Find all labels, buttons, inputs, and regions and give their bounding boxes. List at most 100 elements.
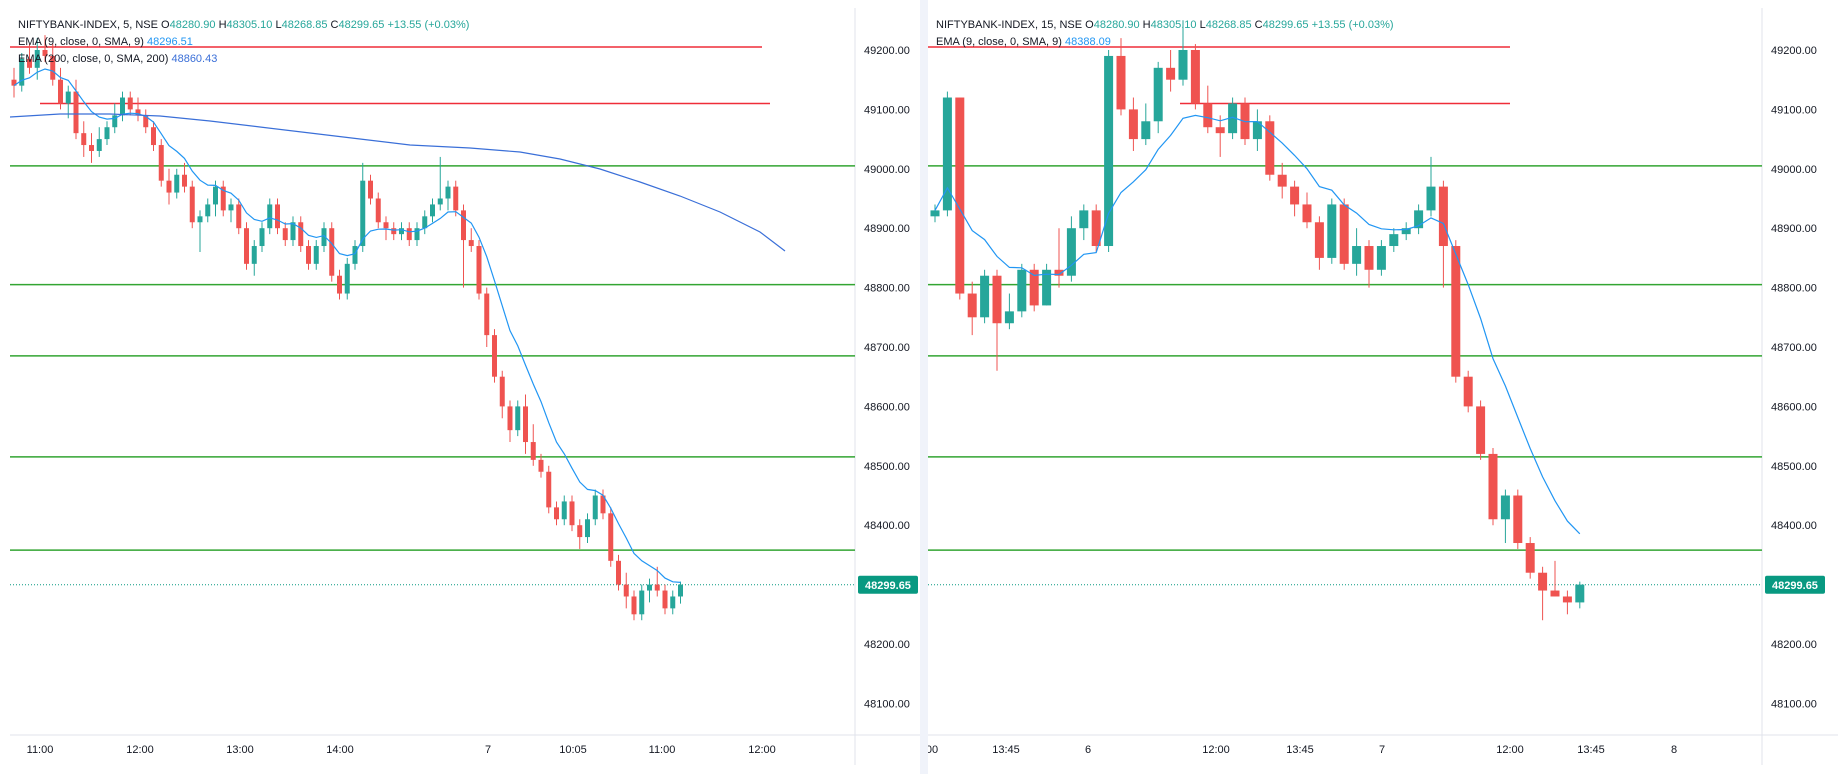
- candle[interactable]: [1265, 115, 1275, 181]
- candle[interactable]: [135, 97, 141, 122]
- candle[interactable]: [58, 67, 63, 110]
- ema-200-line[interactable]: [9, 113, 786, 252]
- candle[interactable]: [50, 44, 56, 86]
- candle[interactable]: [1141, 103, 1151, 146]
- candle[interactable]: [468, 228, 474, 252]
- candle[interactable]: [1414, 204, 1424, 235]
- candle[interactable]: [127, 91, 133, 116]
- candle[interactable]: [1203, 85, 1213, 134]
- candle[interactable]: [530, 424, 536, 466]
- candle[interactable]: [298, 216, 304, 252]
- candle[interactable]: [616, 554, 621, 591]
- candle[interactable]: [344, 257, 350, 300]
- candle[interactable]: [1178, 20, 1188, 86]
- candle[interactable]: [1054, 228, 1064, 288]
- candle[interactable]: [151, 121, 156, 151]
- ema-9-line[interactable]: [13, 68, 681, 583]
- candle[interactable]: [329, 222, 335, 282]
- candle[interactable]: [967, 281, 977, 336]
- candle[interactable]: [492, 329, 497, 383]
- candle[interactable]: [1190, 44, 1200, 110]
- candle[interactable]: [654, 566, 660, 597]
- candle[interactable]: [499, 370, 505, 419]
- legend-ema-line[interactable]: EMA (9, close, 0, SMA, 9) 48296.51: [18, 36, 193, 48]
- candle[interactable]: [1290, 180, 1300, 217]
- candle[interactable]: [631, 590, 637, 621]
- candle[interactable]: [1128, 97, 1138, 151]
- candle[interactable]: [275, 198, 280, 235]
- candle[interactable]: [383, 216, 389, 241]
- candle[interactable]: [515, 400, 521, 437]
- candle[interactable]: [1066, 216, 1076, 282]
- candle[interactable]: [1042, 263, 1052, 306]
- candle[interactable]: [1228, 97, 1238, 140]
- candle[interactable]: [42, 35, 48, 62]
- candle[interactable]: [1401, 222, 1411, 241]
- candle[interactable]: [197, 210, 203, 252]
- candle[interactable]: [290, 216, 296, 247]
- ema-9-line[interactable]: [934, 114, 1581, 535]
- candle[interactable]: [484, 287, 490, 347]
- candle[interactable]: [65, 85, 71, 119]
- candle[interactable]: [585, 513, 590, 544]
- candle[interactable]: [1215, 115, 1225, 157]
- candle[interactable]: [678, 581, 683, 604]
- candle[interactable]: [228, 198, 234, 223]
- candle[interactable]: [461, 204, 466, 288]
- candle[interactable]: [1314, 216, 1324, 270]
- candle[interactable]: [1538, 566, 1548, 621]
- candle[interactable]: [1339, 198, 1349, 270]
- candle[interactable]: [27, 44, 32, 74]
- candle[interactable]: [453, 180, 459, 217]
- candle[interactable]: [375, 192, 381, 229]
- candle[interactable]: [1104, 50, 1114, 252]
- candle[interactable]: [81, 121, 87, 157]
- candle[interactable]: [1550, 560, 1560, 597]
- candle[interactable]: [414, 222, 420, 247]
- candle[interactable]: [1426, 156, 1436, 217]
- candle[interactable]: [166, 168, 172, 205]
- candle[interactable]: [96, 127, 102, 157]
- candle[interactable]: [538, 453, 544, 478]
- candle[interactable]: [1488, 447, 1498, 526]
- candle[interactable]: [437, 156, 443, 211]
- candle[interactable]: [942, 91, 952, 217]
- candle[interactable]: [19, 52, 25, 92]
- candle[interactable]: [1302, 192, 1312, 229]
- candle[interactable]: [236, 198, 242, 235]
- legend-ema-line[interactable]: EMA (200, close, 0, SMA, 200) 48860.43: [18, 53, 217, 65]
- candle[interactable]: [1451, 240, 1461, 383]
- candle[interactable]: [282, 222, 288, 247]
- candle[interactable]: [205, 198, 211, 223]
- candle[interactable]: [980, 269, 990, 324]
- candle[interactable]: [1327, 198, 1337, 264]
- candle[interactable]: [174, 168, 180, 199]
- candle[interactable]: [1476, 400, 1486, 460]
- candle[interactable]: [158, 139, 164, 187]
- candle[interactable]: [337, 269, 342, 300]
- candle[interactable]: [662, 584, 668, 615]
- candle[interactable]: [1364, 240, 1374, 288]
- candle[interactable]: [1575, 581, 1585, 609]
- candle[interactable]: [1463, 370, 1473, 413]
- candle[interactable]: [391, 222, 397, 241]
- candle[interactable]: [476, 240, 482, 300]
- candle[interactable]: [352, 240, 358, 270]
- candle[interactable]: [1017, 263, 1027, 318]
- candle[interactable]: [399, 222, 404, 241]
- candle[interactable]: [1562, 590, 1572, 615]
- candle[interactable]: [104, 121, 110, 146]
- candle[interactable]: [1389, 228, 1399, 252]
- candle[interactable]: [430, 198, 435, 223]
- candle[interactable]: [1252, 109, 1262, 151]
- candle[interactable]: [259, 222, 265, 252]
- candle[interactable]: [220, 180, 226, 217]
- candle[interactable]: [1513, 489, 1523, 549]
- candle[interactable]: [639, 584, 645, 621]
- candle[interactable]: [306, 240, 311, 270]
- candle[interactable]: [445, 180, 451, 211]
- candle[interactable]: [1277, 162, 1287, 199]
- candle[interactable]: [1091, 204, 1101, 252]
- candle[interactable]: [1166, 50, 1176, 92]
- candle[interactable]: [647, 578, 652, 603]
